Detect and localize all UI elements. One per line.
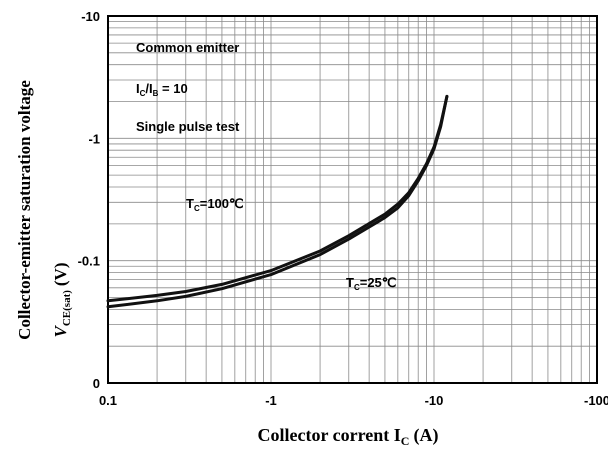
y-axis-symbol-unit: (V) [51,262,70,286]
plot-frame [107,15,598,384]
series-label-tc-25-tail: =25℃ [360,275,397,290]
annotation-ic-ib-tail: = 10 [158,81,187,96]
series-label-tc-100: TC=100℃ [186,196,244,213]
y-axis-symbol-sub: CE(sat) [61,290,73,326]
annotation-ic-ib-i: I [136,81,140,96]
x-axis-title-sub: C [401,434,410,448]
x-tick-label: -10 [425,393,444,408]
annotation-ic-ib-sub-c: C [140,89,146,98]
annotation-single-pulse: Single pulse test [136,119,240,134]
grid-lines [108,16,597,383]
x-axis-title-main: Collector corrent I [258,425,401,445]
y-tick-label: -0.1 [78,254,100,269]
series-label-tc-100-tail: =100℃ [200,196,244,211]
series-label-tc-25-sub: C [354,283,360,292]
series-label-tc-25-main: T [346,275,354,290]
y-tick-label: 0 [93,376,100,391]
series-label-tc-100-main: T [186,196,194,211]
x-axis-title-unit: (A) [413,425,438,446]
x-axis-title: Collector corrent IC (A) [258,425,439,448]
y-axis-symbol: VCE(sat) (V) [51,262,73,337]
y-axis-symbol-main: V [51,325,70,338]
series-line-tc-25 [106,94,449,309]
series-label-tc-100-sub: C [194,204,200,213]
annotation-common-emitter: Common emitter [136,40,239,55]
y-tick-label: -10 [81,9,100,24]
tick-labels: 0.1 -1 -10 -100 -10 -1 -0.1 0 [78,9,608,408]
y-axis-title: Collector-emitter saturation voltage [15,80,34,340]
curves [106,94,449,309]
x-tick-label: 0.1 [99,393,117,408]
annotation-ic-ib-sub-b: B [153,89,159,98]
series-label-tc-25: TC=25℃ [346,275,396,292]
annotation-ic-ib-mid: /I [145,81,152,96]
y-tick-label: -1 [88,131,100,146]
x-tick-label: -1 [265,393,277,408]
annotation-ic-ib-ratio: IC/IB = 10 [136,81,188,98]
x-tick-label: -100 [584,393,608,408]
